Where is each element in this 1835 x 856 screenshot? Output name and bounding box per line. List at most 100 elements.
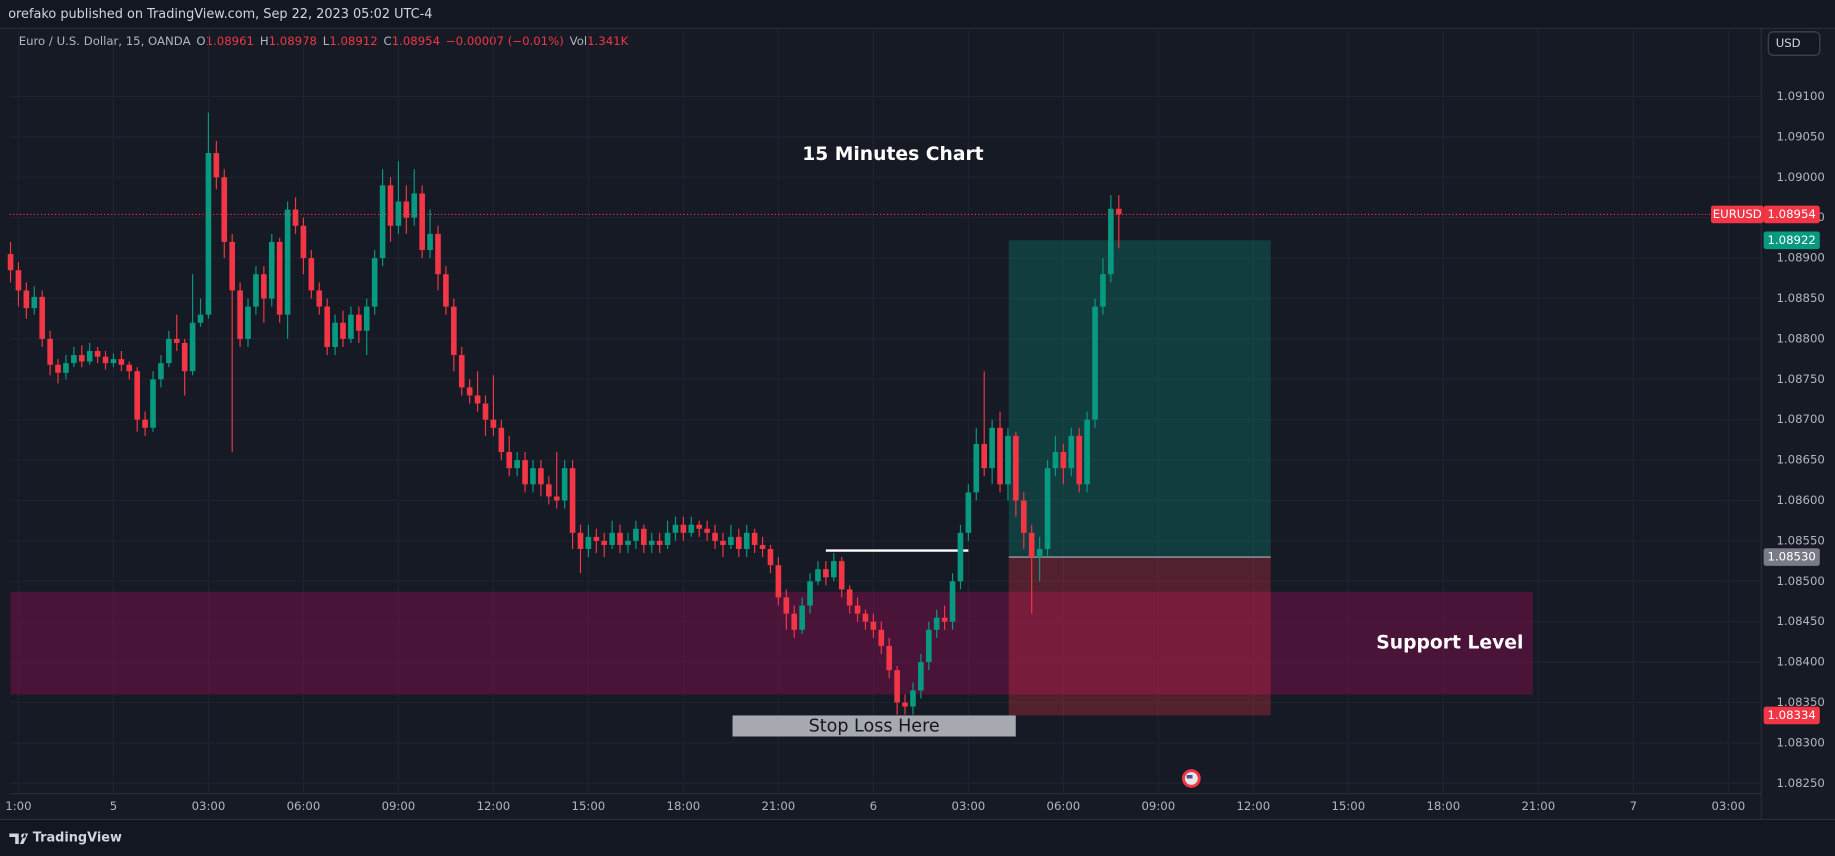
candle-body (7, 254, 14, 271)
candle-body (759, 544, 766, 549)
candle-body (712, 532, 718, 541)
candle-body (142, 419, 148, 428)
symbol: Euro / U.S. Dollar, 15, OANDA (19, 34, 191, 48)
legend-change: −0.00007 (−0.01%) (446, 34, 564, 48)
candle-body (387, 185, 394, 226)
candle-body (672, 524, 679, 533)
x-tick-label: 7 (1630, 799, 1637, 813)
candle-body (538, 468, 544, 485)
x-tick-label: 15:00 (1331, 799, 1365, 813)
candle-body (15, 270, 22, 291)
support-label: Support Level (1376, 633, 1523, 654)
candle-body (1020, 500, 1027, 533)
candle-body (1108, 208, 1114, 275)
y-tick-label: 1.09000 (1776, 170, 1824, 184)
candle-body (870, 621, 877, 630)
candle-body (403, 201, 410, 218)
candle-body (664, 532, 671, 545)
price-tag (1763, 548, 1820, 566)
candle-body (150, 379, 156, 428)
candle-body (134, 371, 140, 420)
button-frame[interactable] (1767, 31, 1821, 56)
price-tag-label: 1.08954 (1768, 207, 1816, 221)
candle-body (910, 690, 916, 707)
candle-body (633, 528, 639, 541)
price-tag (1763, 706, 1820, 725)
price-tag-label: 1.08530 (1768, 550, 1816, 564)
legend-value: 1.08954 (392, 34, 440, 48)
y-tick-label: 1.08650 (1776, 453, 1824, 467)
candle-body (371, 258, 378, 307)
x-tick-label: 15:00 (572, 799, 606, 813)
candle-body (775, 565, 782, 598)
x-tick-label: 03:00 (192, 799, 226, 813)
candle-body (363, 306, 370, 331)
candle-body (720, 540, 726, 545)
candle-body (728, 536, 734, 545)
candle-body (585, 536, 592, 549)
candle-body (237, 290, 243, 339)
candle-body (55, 364, 61, 373)
candle-body (735, 536, 742, 549)
candle-body (324, 306, 330, 347)
event-icon (1181, 769, 1201, 788)
candle-body (23, 290, 30, 309)
candle-body (458, 355, 465, 388)
candle-body (791, 613, 798, 630)
candle-body (949, 581, 956, 622)
candle-body (71, 355, 77, 364)
candle-body (268, 241, 275, 299)
y-tick-label: 1.08600 (1776, 493, 1824, 507)
candle-body (197, 314, 204, 323)
candle-body (427, 233, 433, 251)
candle-body (419, 193, 425, 251)
candle-body (546, 484, 552, 497)
x-tick-label: 21:00 (762, 799, 796, 813)
candle-body (300, 225, 307, 259)
candle-body (1084, 419, 1090, 485)
candle-body (451, 306, 457, 356)
candle-body (308, 258, 315, 291)
candle-body (1036, 548, 1043, 558)
flag-canton (1186, 774, 1193, 779)
candle-body (609, 532, 615, 545)
candle-body (292, 209, 299, 226)
publisher-header: orefako published on TradingView.com, Se… (8, 7, 432, 22)
legend-label: H (260, 34, 269, 48)
candle-body (63, 363, 69, 373)
candle-body (356, 314, 362, 331)
y-tick-label: 1.08300 (1776, 735, 1824, 749)
candle-body (245, 306, 251, 339)
candle-body (86, 351, 93, 362)
candle-body (411, 193, 418, 218)
y-tick-label: 1.08450 (1776, 614, 1824, 628)
y-tick-label: 1.08350 (1776, 695, 1824, 709)
candle-body (799, 605, 805, 630)
symbol-tag (1710, 205, 1764, 224)
candle-body (569, 468, 576, 533)
candle-body (830, 561, 837, 578)
x-tick-label: 21:00 (1521, 799, 1555, 813)
x-tick-label: 03:00 (1711, 799, 1745, 813)
candle-body (110, 359, 117, 364)
x-tick-label: 18:00 (667, 799, 701, 813)
stop-label: Stop Loss Here (809, 717, 940, 737)
candle-body (601, 540, 608, 545)
candle-body (957, 532, 964, 582)
legend-label: L (323, 34, 330, 48)
candle-body (561, 468, 568, 501)
candle-body (506, 452, 513, 469)
candle-body (514, 460, 520, 469)
candle-body (466, 387, 473, 396)
legend-value: 1.08912 (329, 34, 377, 48)
currency-label[interactable]: USD (1776, 36, 1801, 50)
candle-body (181, 342, 188, 372)
stop-label-box (732, 715, 1016, 737)
symbol-legend: Euro / U.S. Dollar, 15, OANDA O1.08961 H1.… (19, 34, 629, 48)
candle-body (39, 296, 46, 339)
y-tick-label: 1.08850 (1776, 291, 1824, 305)
currency-button[interactable]: USD (1767, 31, 1821, 56)
candle-body (435, 233, 441, 275)
candle-body (213, 153, 220, 178)
candle-body (1060, 452, 1067, 469)
